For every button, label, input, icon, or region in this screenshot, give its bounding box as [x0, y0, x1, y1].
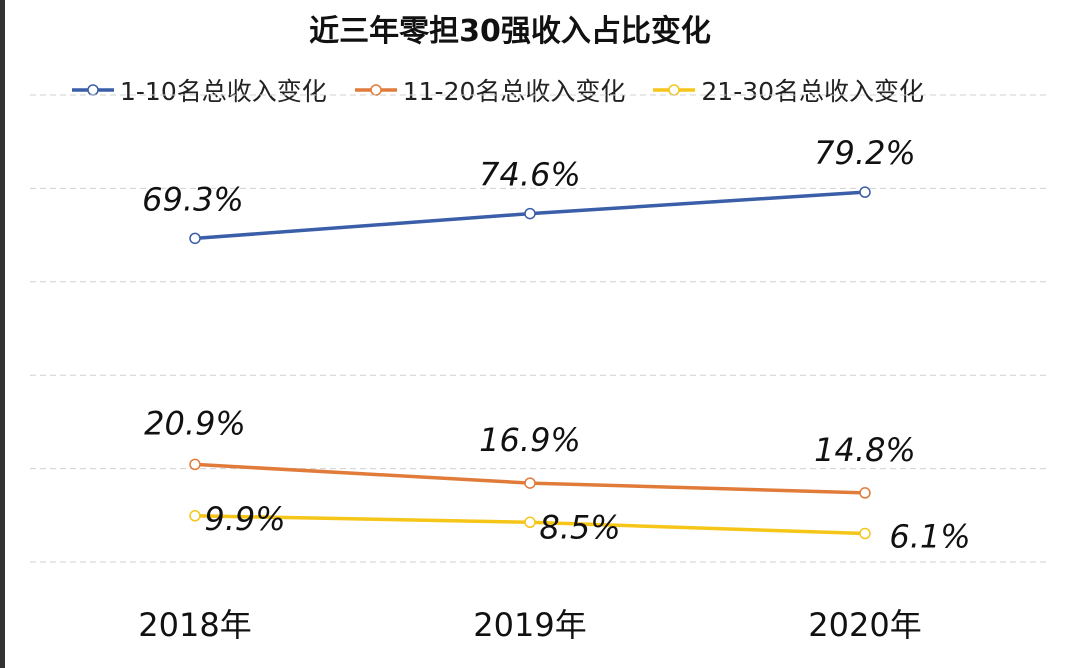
data-point	[859, 186, 871, 198]
data-label: 79.2%	[814, 134, 916, 172]
data-point	[189, 510, 201, 522]
data-label: 20.9%	[144, 404, 246, 442]
data-label: 14.8%	[814, 431, 916, 469]
legend-label: 1-10名总收入变化	[120, 77, 327, 106]
legend-marker-icon	[354, 84, 397, 96]
left-border	[0, 0, 5, 668]
chart-title: 近三年零担30强收入占比变化	[309, 14, 711, 49]
data-point	[524, 516, 536, 529]
data-label: 74.6%	[479, 156, 581, 194]
x-tick-label: 2018年	[138, 606, 251, 644]
legend-label: 21-30名总收入变化	[701, 77, 925, 106]
legend-item: 1-10名总收入变化	[70, 72, 327, 108]
x-tick-label: 2020年	[808, 606, 921, 644]
legend: 1-10名总收入变化 11-20名总收入变化 21-30名总收入变化	[70, 72, 924, 108]
legend-marker-icon	[72, 84, 114, 96]
data-point	[524, 207, 536, 220]
data-label: 9.9%	[204, 500, 285, 538]
data-point	[859, 527, 871, 540]
data-label: 16.9%	[479, 421, 581, 459]
data-label: 69.3%	[142, 180, 244, 218]
x-tick-label: 2019年	[473, 606, 586, 644]
data-label: 8.5%	[539, 508, 620, 546]
data-point	[189, 458, 201, 471]
legend-item: 11-20名总收入变化	[353, 72, 626, 108]
data-point	[189, 232, 201, 245]
legend-item: 21-30名总收入变化	[651, 72, 924, 108]
data-label: 6.1%	[889, 518, 970, 556]
data-point	[524, 477, 536, 489]
data-point	[859, 487, 871, 499]
legend-label: 11-20名总收入变化	[402, 77, 626, 106]
